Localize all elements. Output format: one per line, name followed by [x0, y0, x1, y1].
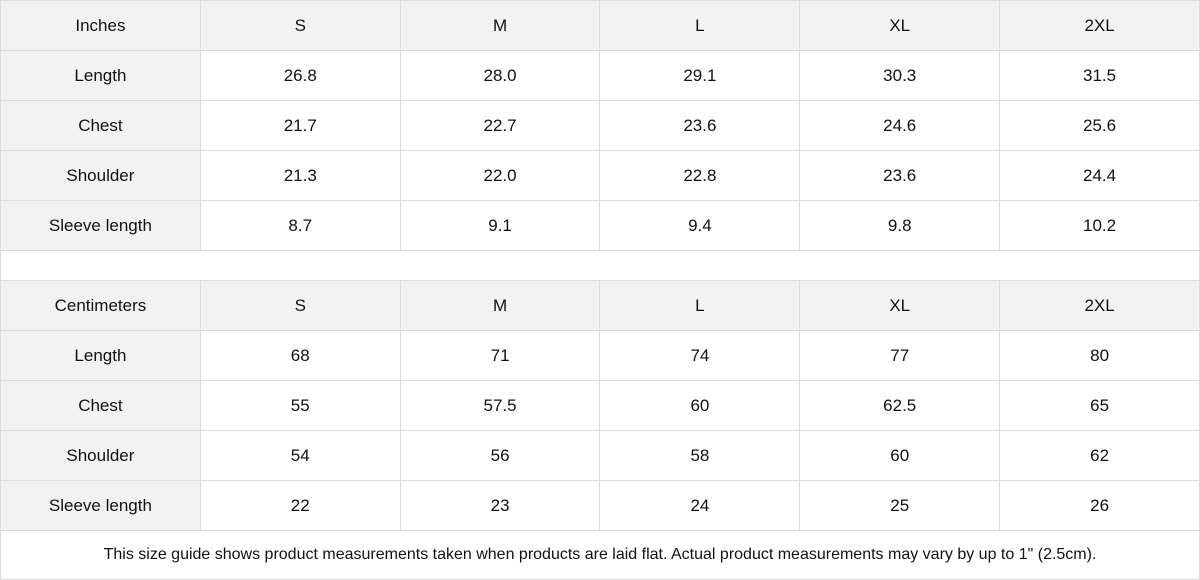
measurement-cell: 65 — [999, 380, 1200, 431]
measurement-cell: 21.3 — [199, 150, 401, 201]
measurement-cell: 9.8 — [799, 200, 1001, 251]
table-row: Shoulder 54 56 58 60 62 — [0, 430, 1200, 481]
table-row: Shoulder 21.3 22.0 22.8 23.6 24.4 — [0, 150, 1200, 201]
measurement-cell: 68 — [199, 330, 401, 381]
measurement-cell: 80 — [999, 330, 1200, 381]
measurement-cell: 22.8 — [599, 150, 801, 201]
size-header: L — [599, 280, 801, 331]
measurement-cell: 56 — [399, 430, 601, 481]
size-header: 2XL — [999, 0, 1200, 51]
measurement-cell: 74 — [599, 330, 801, 381]
row-label: Chest — [0, 100, 201, 151]
measurement-cell: 58 — [599, 430, 801, 481]
measurement-cell: 24.4 — [999, 150, 1200, 201]
measurement-cell: 57.5 — [399, 380, 601, 431]
measurement-cell: 9.4 — [599, 200, 801, 251]
header-row-centimeters: Centimeters S M L XL 2XL — [0, 280, 1200, 331]
table-row: Sleeve length 22 23 24 25 26 — [0, 480, 1200, 531]
table-row: Chest 55 57.5 60 62.5 65 — [0, 380, 1200, 431]
unit-header: Inches — [0, 0, 201, 51]
measurement-cell: 54 — [199, 430, 401, 481]
row-label: Length — [0, 330, 201, 381]
measurement-cell: 21.7 — [199, 100, 401, 151]
measurement-cell: 60 — [799, 430, 1001, 481]
measurement-cell: 24 — [599, 480, 801, 531]
size-header: M — [399, 0, 601, 51]
row-label: Sleeve length — [0, 480, 201, 531]
measurement-cell: 23 — [399, 480, 601, 531]
measurement-cell: 22 — [199, 480, 401, 531]
table-row: Length 26.8 28.0 29.1 30.3 31.5 — [0, 50, 1200, 101]
measurement-cell: 24.6 — [799, 100, 1001, 151]
row-label: Shoulder — [0, 430, 201, 481]
spacer-row — [0, 250, 1200, 281]
measurement-cell: 23.6 — [799, 150, 1001, 201]
size-header: XL — [799, 280, 1001, 331]
measurement-cell: 25 — [799, 480, 1001, 531]
header-row-inches: Inches S M L XL 2XL — [0, 0, 1200, 51]
size-header: XL — [799, 0, 1001, 51]
size-header: L — [599, 0, 801, 51]
size-header: S — [199, 280, 401, 331]
measurement-cell: 9.1 — [399, 200, 601, 251]
measurement-cell: 22.0 — [399, 150, 601, 201]
row-label: Length — [0, 50, 201, 101]
measurement-cell: 60 — [599, 380, 801, 431]
measurement-cell: 10.2 — [999, 200, 1200, 251]
measurement-cell: 28.0 — [399, 50, 601, 101]
size-header: S — [199, 0, 401, 51]
measurement-cell: 25.6 — [999, 100, 1200, 151]
row-label: Sleeve length — [0, 200, 201, 251]
measurement-cell: 55 — [199, 380, 401, 431]
measurement-cell: 31.5 — [999, 50, 1200, 101]
measurement-cell: 8.7 — [199, 200, 401, 251]
measurement-cell: 77 — [799, 330, 1001, 381]
measurement-cell: 26.8 — [199, 50, 401, 101]
unit-header: Centimeters — [0, 280, 201, 331]
measurement-cell: 62.5 — [799, 380, 1001, 431]
measurement-note: This size guide shows product measuremen… — [0, 530, 1200, 580]
measurement-cell: 30.3 — [799, 50, 1001, 101]
measurement-cell: 29.1 — [599, 50, 801, 101]
size-header: 2XL — [999, 280, 1200, 331]
note-row: This size guide shows product measuremen… — [0, 530, 1200, 580]
spacer-cell — [0, 250, 1200, 281]
size-header: M — [399, 280, 601, 331]
row-label: Chest — [0, 380, 201, 431]
table-row: Sleeve length 8.7 9.1 9.4 9.8 10.2 — [0, 200, 1200, 251]
measurement-cell: 23.6 — [599, 100, 801, 151]
measurement-cell: 71 — [399, 330, 601, 381]
measurement-cell: 22.7 — [399, 100, 601, 151]
table-row: Length 68 71 74 77 80 — [0, 330, 1200, 381]
row-label: Shoulder — [0, 150, 201, 201]
measurement-cell: 26 — [999, 480, 1200, 531]
table-row: Chest 21.7 22.7 23.6 24.6 25.6 — [0, 100, 1200, 151]
measurement-cell: 62 — [999, 430, 1200, 481]
